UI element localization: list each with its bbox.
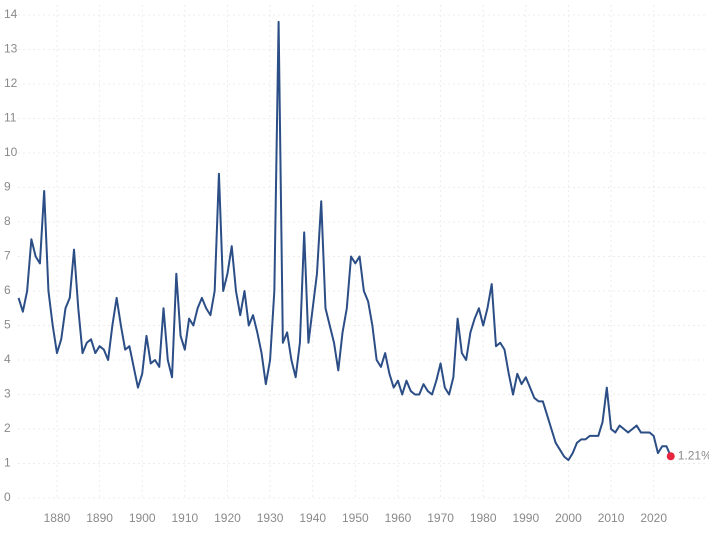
- y-tick-label: 14: [4, 7, 18, 21]
- y-tick-label: 7: [4, 249, 11, 263]
- x-tick-label: 1890: [86, 511, 113, 525]
- x-tick-label: 2000: [555, 511, 582, 525]
- y-tick-label: 10: [4, 145, 18, 159]
- x-tick-label: 1910: [171, 511, 198, 525]
- y-tick-label: 13: [4, 42, 18, 56]
- y-tick-label: 9: [4, 180, 11, 194]
- x-tick-label: 1900: [129, 511, 156, 525]
- y-tick-label: 11: [4, 111, 17, 125]
- y-tick-label: 4: [4, 352, 11, 366]
- x-tick-label: 1950: [342, 511, 369, 525]
- y-tick-label: 8: [4, 214, 11, 228]
- y-tick-label: 1: [4, 456, 11, 470]
- x-tick-label: 1980: [470, 511, 497, 525]
- x-tick-label: 1990: [512, 511, 539, 525]
- x-tick-label: 1940: [299, 511, 326, 525]
- x-tick-label: 1930: [257, 511, 284, 525]
- x-tick-label: 1920: [214, 511, 241, 525]
- x-tick-label: 2010: [598, 511, 625, 525]
- end-point: [666, 452, 675, 461]
- y-tick-label: 2: [4, 421, 11, 435]
- y-tick-label: 5: [4, 318, 11, 332]
- y-tick-label: 0: [4, 490, 11, 504]
- y-tick-label: 3: [4, 387, 11, 401]
- x-tick-label: 2020: [640, 511, 667, 525]
- y-tick-label: 6: [4, 283, 11, 297]
- x-tick-label: 1880: [44, 511, 71, 525]
- end-label: 1.21%: [678, 448, 709, 462]
- x-tick-label: 1970: [427, 511, 454, 525]
- y-tick-label: 12: [4, 76, 18, 90]
- data-line: [17, 20, 672, 462]
- x-tick-label: 1960: [385, 511, 412, 525]
